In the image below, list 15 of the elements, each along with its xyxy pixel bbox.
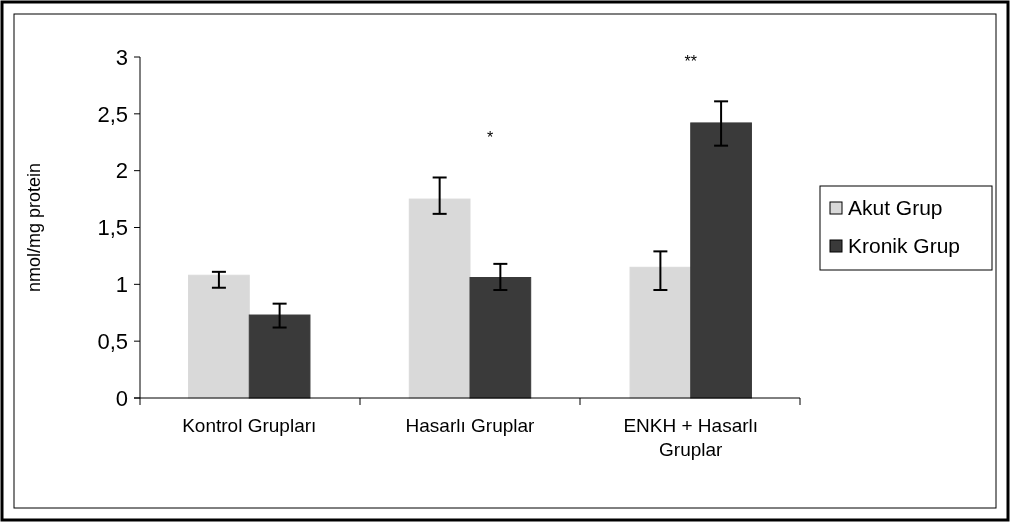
y-tick-label: 1,5 bbox=[97, 215, 128, 241]
annotation: * bbox=[487, 129, 494, 147]
y-tick-label: 1 bbox=[115, 272, 128, 298]
y-tick-label: 2,5 bbox=[97, 101, 128, 127]
y-tick-label: 2 bbox=[115, 158, 128, 184]
y-tick-label: 0 bbox=[115, 385, 128, 411]
x-tick-label: Kontrol Grupları bbox=[182, 415, 317, 436]
y-axis-title: nmol/mg protein bbox=[24, 162, 44, 293]
x-tick-label: ENKH + Hasarlı Gruplar bbox=[623, 415, 759, 460]
y-tick-label: 3 bbox=[115, 44, 128, 70]
y-tick-label: 0,5 bbox=[97, 328, 128, 354]
legend-label: Akut Grup bbox=[848, 196, 943, 220]
legend-label: Kronik Grup bbox=[848, 234, 961, 258]
x-tick-label: Hasarlı Gruplar bbox=[405, 415, 536, 436]
annotation: ** bbox=[684, 53, 697, 71]
